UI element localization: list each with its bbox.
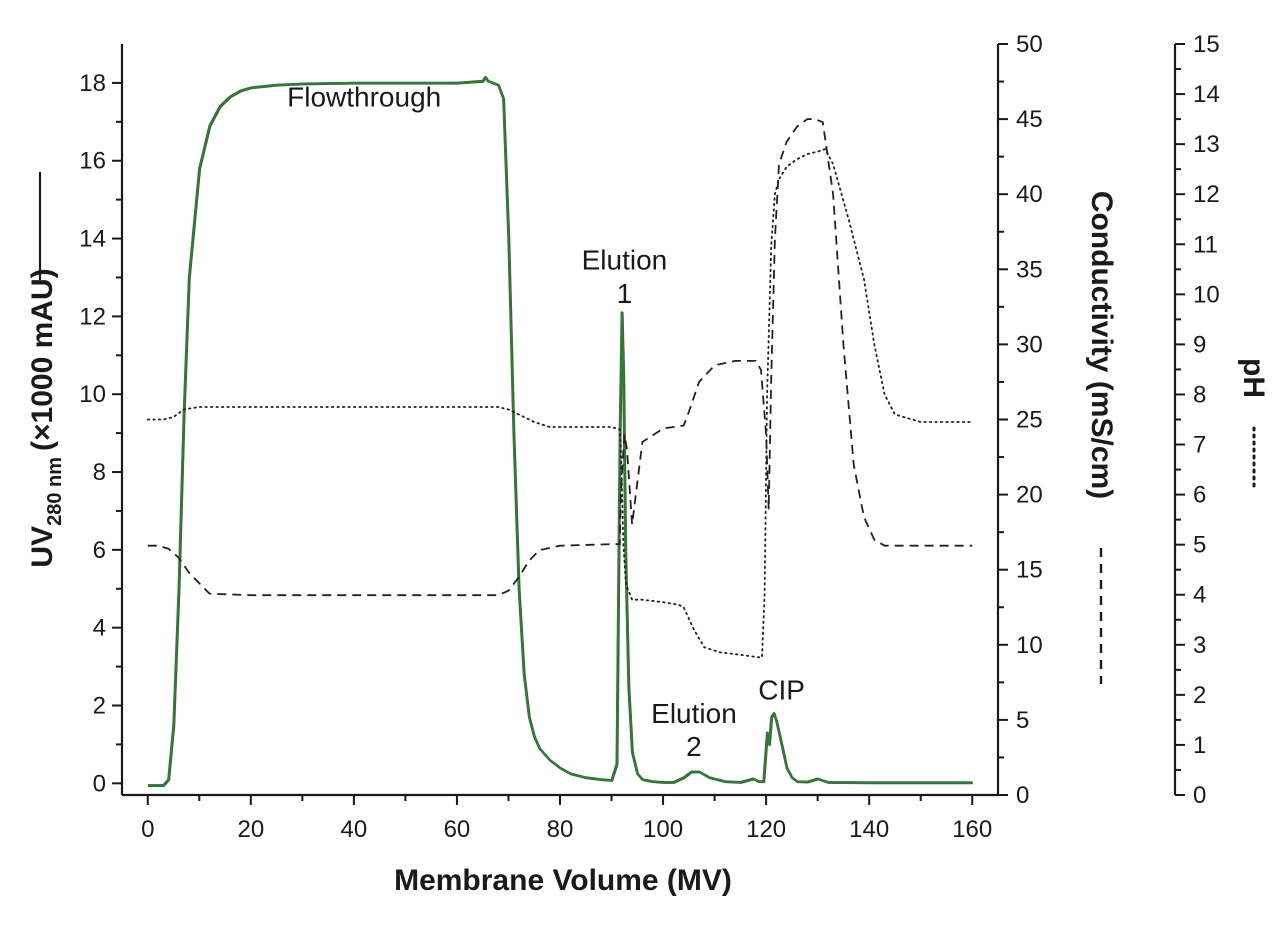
y-right-2-tick-label: 8 (1193, 381, 1206, 408)
annotation-label: 2 (686, 731, 702, 762)
y-right-1-tick-label: 45 (1016, 106, 1043, 133)
y-right-2-tick-label: 2 (1193, 682, 1206, 709)
y-left-tick-label: 4 (93, 615, 106, 642)
annotation-label: Elution (582, 245, 668, 276)
y-right-2-tick-label: 15 (1193, 31, 1220, 58)
y-left-tick-label: 12 (79, 303, 106, 330)
x-axis-title: Membrane Volume (MV) (394, 864, 732, 897)
y-right-1-tick-label: 40 (1016, 181, 1043, 208)
uv-trace-line (148, 76, 973, 787)
y-right-2-tick-label: 10 (1193, 281, 1220, 308)
y-left-tick-label: 10 (79, 381, 106, 408)
y-right-2-tick-label: 12 (1193, 181, 1220, 208)
svg-text:UV280 nm(×1000 mAU): UV280 nm (×1000 mAU) (26, 268, 66, 567)
axes-layer: 0 20 40 60 80 100 120 140 1600246810121416180510… (79, 31, 1219, 843)
left-axis-title: UV280 nm (×1000 mAU) (26, 268, 66, 567)
y-right-2-tick-label: 1 (1193, 732, 1206, 759)
x-tick-label: 0 (141, 816, 154, 843)
x-tick-label: 80 (547, 816, 574, 843)
x-tick-label: 140 (849, 816, 889, 843)
y-left-tick-label: 0 (93, 770, 106, 797)
series-layer (146, 75, 974, 787)
y-right-1-tick-label: 20 (1016, 482, 1043, 509)
x-tick-label: 120 (746, 816, 786, 843)
y-right-1-tick-label: 5 (1016, 707, 1029, 734)
y-right-1-tick-label: 10 (1016, 632, 1043, 659)
y-right-2-tick-label: 4 (1193, 582, 1206, 609)
y-right-2-tick-label: 7 (1193, 432, 1206, 459)
y-right-2-tick-label: 6 (1193, 482, 1206, 509)
y-right-1-tick-label: 0 (1016, 782, 1029, 809)
y-right-2-tick-label: 11 (1193, 231, 1218, 258)
y-left-tick-label: 6 (93, 537, 106, 564)
annotation-label: 1 (617, 278, 633, 309)
y-right-2-tick-label: 14 (1193, 81, 1220, 108)
y-left-tick-label: 2 (93, 693, 106, 720)
uv-trace-line (148, 76, 973, 787)
ph-line (146, 148, 974, 659)
conductivity-line (147, 118, 973, 597)
uv-trace-line (147, 75, 973, 787)
y-right-2-tick-label: 5 (1193, 532, 1206, 559)
y-right-2-tick-label: 13 (1193, 131, 1220, 158)
y-right-1-tick-label: 50 (1016, 31, 1043, 58)
x-tick-label: 160 (952, 816, 992, 843)
annotation-label: CIP (758, 675, 805, 706)
y-right-1-tick-label: 25 (1016, 407, 1043, 434)
y-right-2-tick-label: 0 (1193, 782, 1206, 809)
left-axis-title-prefix: UV (26, 526, 59, 568)
y-left-tick-label: 16 (79, 148, 106, 175)
y-right-1-tick-label: 15 (1016, 557, 1043, 584)
annotation-label: Flowthrough (287, 81, 441, 112)
left-axis-title-suffix: (×1000 mAU) (26, 268, 59, 451)
y-left-tick-label: 18 (79, 70, 106, 97)
x-tick-label: 40 (341, 816, 368, 843)
y-right-2-tick-label: 3 (1193, 632, 1206, 659)
y-left-tick-label: 8 (93, 459, 106, 486)
y-right-1-tick-label: 30 (1016, 331, 1043, 358)
y-left-tick-label: 14 (79, 226, 106, 253)
right-axis-1-title: Conductivity (mS/cm) (1085, 191, 1118, 499)
left-axis-title-subscript: 280 nm (44, 457, 66, 526)
y-right-1-tick-label: 35 (1016, 256, 1043, 283)
right-axis-2-title: pH (1237, 358, 1270, 398)
x-tick-label: 20 (237, 816, 264, 843)
x-tick-label: 60 (444, 816, 471, 843)
y-right-2-tick-label: 9 (1193, 331, 1206, 358)
x-tick-label: 100 (643, 816, 683, 843)
annotation-label: Elution (651, 698, 737, 729)
